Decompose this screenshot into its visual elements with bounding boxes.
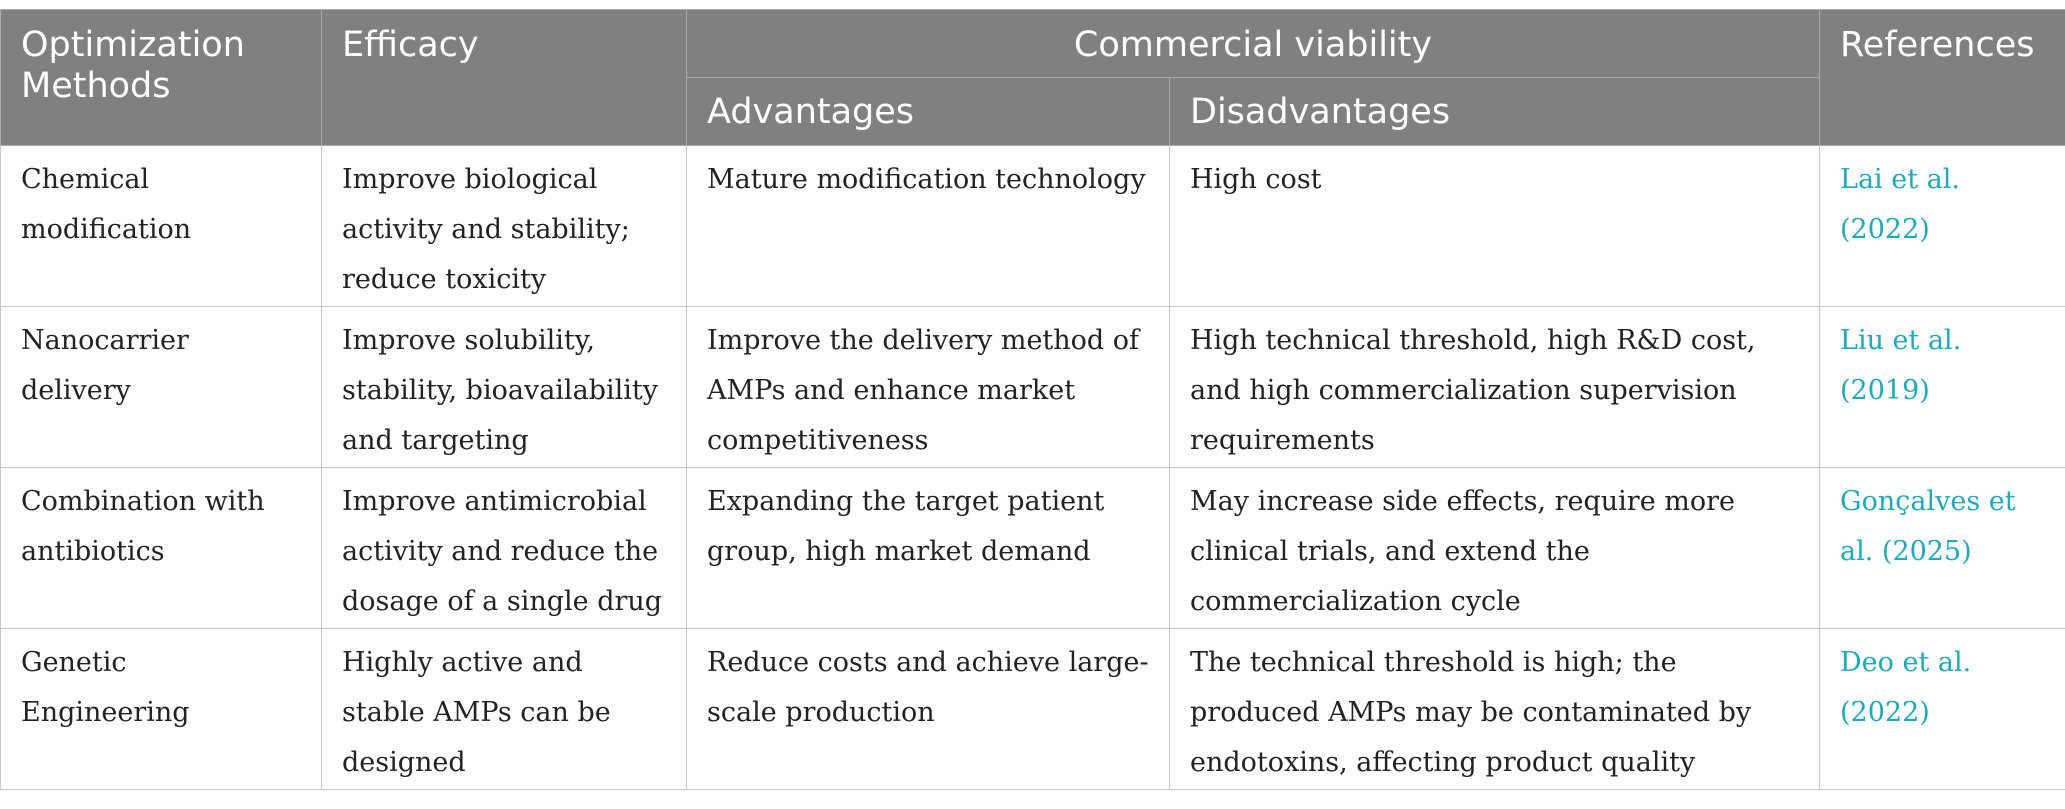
cell-advantages: Expanding the target patient group, high…: [686, 467, 1170, 629]
header-efficacy: Efficacy: [321, 9, 687, 146]
header-disadvantages: Disadvantages: [1168, 77, 1821, 146]
cell-efficacy: Improve solubility, stability, bioavaila…: [321, 306, 687, 468]
table-row: Chemical modification Improve biological…: [0, 145, 2065, 307]
optimization-methods-table: Optimization Methods Efficacy Commercial…: [0, 9, 2065, 790]
comparison-table-container: Optimization Methods Efficacy Commercial…: [0, 9, 2065, 790]
cell-disadvantages: High cost: [1168, 145, 1821, 307]
cell-method: Nanocarrier delivery: [0, 306, 322, 468]
cell-method: Chemical modification: [0, 145, 322, 307]
header-optimization-methods: Optimization Methods: [0, 9, 322, 146]
table-header: Optimization Methods Efficacy Commercial…: [0, 9, 2065, 146]
cell-efficacy: Improve biological activity and stabilit…: [321, 145, 687, 307]
cell-method: Genetic Engineering: [0, 628, 322, 790]
cell-disadvantages: The technical threshold is high; the pro…: [1168, 628, 1821, 790]
reference-link[interactable]: Gonçalves et al. (2025): [1840, 486, 2016, 567]
cell-reference: Deo et al. (2022): [1819, 628, 2065, 790]
header-references: References: [1819, 9, 2065, 146]
cell-advantages: Reduce costs and achieve large-scale pro…: [686, 628, 1170, 790]
cell-disadvantages: High technical threshold, high R&D cost,…: [1168, 306, 1821, 468]
reference-link[interactable]: Deo et al. (2022): [1840, 647, 1972, 728]
cell-disadvantages: May increase side effects, require more …: [1168, 467, 1821, 629]
cell-advantages: Mature modification technology: [686, 145, 1170, 307]
cell-reference: Gonçalves et al. (2025): [1819, 467, 2065, 629]
reference-link[interactable]: Lai et al. (2022): [1840, 164, 1960, 245]
table-row: Nanocarrier delivery Improve solubility,…: [0, 306, 2065, 468]
header-advantages: Advantages: [686, 77, 1170, 146]
cell-efficacy: Highly active and stable AMPs can be des…: [321, 628, 687, 790]
table-row: Combination with antibiotics Improve ant…: [0, 467, 2065, 629]
table-body: Chemical modification Improve biological…: [0, 145, 2065, 790]
cell-reference: Lai et al. (2022): [1819, 145, 2065, 307]
cell-advantages: Improve the delivery method of AMPs and …: [686, 306, 1170, 468]
reference-link[interactable]: Liu et al. (2019): [1840, 325, 1962, 406]
cell-efficacy: Improve antimicrobial activity and reduc…: [321, 467, 687, 629]
cell-reference: Liu et al. (2019): [1819, 306, 2065, 468]
table-row: Genetic Engineering Highly active and st…: [0, 628, 2065, 790]
cell-method: Combination with antibiotics: [0, 467, 322, 629]
header-commercial-viability: Commercial viability: [685, 9, 1821, 78]
